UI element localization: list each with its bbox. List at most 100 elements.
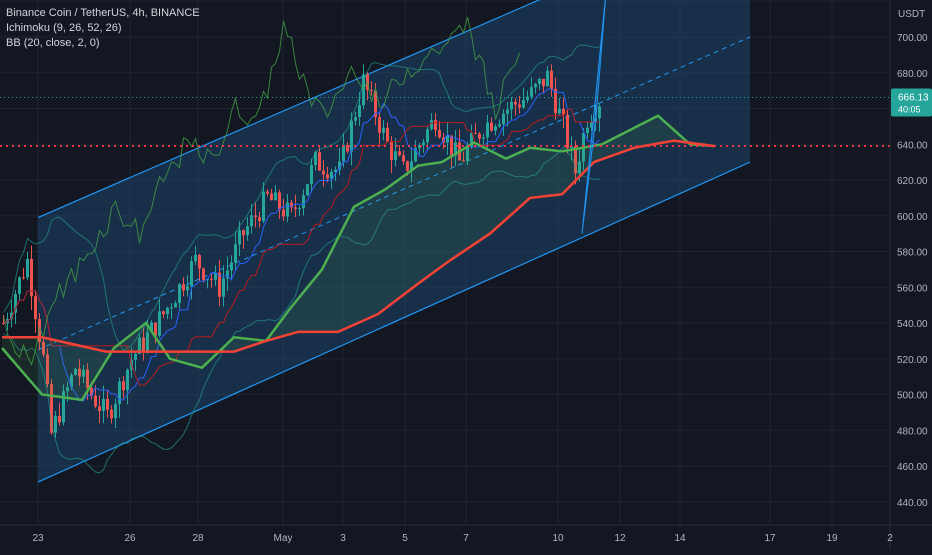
candle-body[interactable]: [358, 105, 361, 118]
candle-body[interactable]: [54, 415, 57, 433]
candle-body[interactable]: [526, 96, 529, 100]
candle-body[interactable]: [290, 202, 293, 208]
candle-body[interactable]: [322, 170, 325, 175]
candle-body[interactable]: [266, 191, 269, 194]
candle-body[interactable]: [350, 120, 353, 152]
candle-body[interactable]: [214, 272, 217, 280]
candle-body[interactable]: [514, 101, 517, 105]
candle-body[interactable]: [286, 202, 289, 217]
candle-body[interactable]: [274, 192, 277, 201]
candle-body[interactable]: [494, 126, 497, 131]
candle-body[interactable]: [374, 90, 377, 118]
candle-body[interactable]: [478, 133, 481, 139]
bollinger-legend[interactable]: BB (20, close, 2, 0): [6, 37, 100, 49]
candle-body[interactable]: [590, 121, 593, 128]
candle-body[interactable]: [70, 374, 73, 388]
candle-body[interactable]: [438, 129, 441, 138]
candle-body[interactable]: [106, 398, 109, 410]
candle-body[interactable]: [18, 277, 21, 294]
candle-body[interactable]: [78, 368, 81, 377]
ichimoku-span-a[interactable]: [1, 114, 715, 402]
candle-body[interactable]: [426, 129, 429, 143]
candle-body[interactable]: [94, 395, 97, 407]
candle-body[interactable]: [586, 127, 589, 134]
channel-upper-line[interactable]: [37, 0, 750, 219]
ichimoku-legend[interactable]: Ichimoku (9, 26, 52, 26): [6, 22, 122, 34]
candle-body[interactable]: [138, 337, 141, 354]
projection-wedge[interactable]: [581, 0, 606, 234]
candle-body[interactable]: [34, 296, 37, 320]
candle-body[interactable]: [190, 261, 193, 287]
candle-body[interactable]: [162, 311, 165, 315]
channel-mid-line[interactable]: [37, 36, 751, 351]
candle-body[interactable]: [86, 369, 89, 388]
candle-body[interactable]: [262, 191, 265, 222]
candle-body[interactable]: [90, 387, 93, 396]
candle-body[interactable]: [398, 151, 401, 156]
candle-body[interactable]: [234, 244, 237, 263]
candle-body[interactable]: [14, 293, 17, 313]
candle-body[interactable]: [430, 120, 433, 130]
candle-body[interactable]: [462, 160, 465, 162]
candle-body[interactable]: [410, 161, 413, 171]
candle-body[interactable]: [166, 307, 169, 315]
candle-body[interactable]: [46, 354, 49, 385]
symbol-title[interactable]: Binance Coin / TetherUS, 4h, BINANCE: [6, 7, 200, 19]
candle-body[interactable]: [114, 404, 117, 419]
candle-body[interactable]: [382, 127, 385, 133]
candle-body[interactable]: [378, 117, 381, 133]
candle-body[interactable]: [302, 195, 305, 209]
candle-body[interactable]: [30, 258, 33, 297]
candle-body[interactable]: [314, 152, 317, 166]
channel-lower-line[interactable]: [37, 161, 751, 483]
candle-body[interactable]: [522, 99, 525, 108]
candle-body[interactable]: [546, 70, 549, 87]
candle-body[interactable]: [402, 155, 405, 162]
candle-body[interactable]: [246, 226, 249, 236]
candle-body[interactable]: [186, 286, 189, 291]
candle-body[interactable]: [242, 230, 245, 236]
candle-body[interactable]: [330, 171, 333, 179]
candle-body[interactable]: [82, 369, 85, 377]
candle-body[interactable]: [2, 323, 5, 324]
candle-body[interactable]: [562, 108, 565, 115]
candle-body[interactable]: [502, 113, 505, 125]
candle-body[interactable]: [534, 84, 537, 88]
candle-body[interactable]: [498, 124, 501, 127]
candle-body[interactable]: [518, 104, 521, 108]
candle-body[interactable]: [122, 381, 125, 391]
candle-body[interactable]: [446, 135, 449, 143]
candle-body[interactable]: [42, 341, 45, 355]
candle-body[interactable]: [466, 146, 469, 161]
candle-body[interactable]: [254, 215, 257, 218]
candle-body[interactable]: [342, 145, 345, 162]
candle-body[interactable]: [50, 384, 53, 433]
candle-body[interactable]: [170, 307, 173, 309]
candle-body[interactable]: [370, 89, 373, 91]
candle-body[interactable]: [158, 311, 161, 336]
candle-body[interactable]: [146, 332, 149, 351]
ichimoku-span-b[interactable]: [2, 139, 715, 353]
candle-body[interactable]: [150, 322, 153, 333]
candle-body[interactable]: [230, 262, 233, 271]
candle-body[interactable]: [222, 278, 225, 297]
candle-body[interactable]: [198, 255, 201, 269]
candle-body[interactable]: [390, 141, 393, 160]
candle-body[interactable]: [250, 215, 253, 227]
candle-body[interactable]: [434, 120, 437, 130]
time-axis[interactable]: [0, 525, 932, 550]
candle-body[interactable]: [422, 142, 425, 146]
candle-body[interactable]: [326, 174, 329, 179]
candle-body[interactable]: [238, 230, 241, 245]
candle-body[interactable]: [178, 284, 181, 304]
candle-body[interactable]: [134, 353, 137, 360]
candle-body[interactable]: [154, 322, 157, 336]
candle-body[interactable]: [414, 148, 417, 162]
candle-body[interactable]: [294, 207, 297, 209]
candle-body[interactable]: [418, 145, 421, 149]
candle-body[interactable]: [454, 142, 457, 156]
candle-body[interactable]: [74, 368, 77, 375]
candle-body[interactable]: [26, 258, 29, 278]
candle-body[interactable]: [406, 161, 409, 171]
